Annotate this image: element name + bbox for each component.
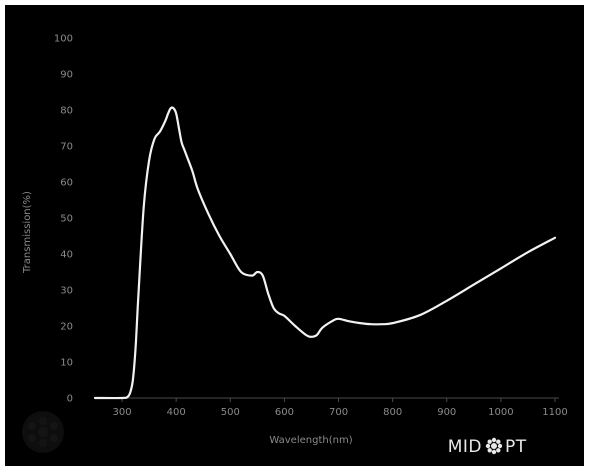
y-tick-label: 40 xyxy=(60,250,73,261)
y-tick-label: 50 xyxy=(60,214,73,225)
x-tick-label: 800 xyxy=(383,407,402,418)
logo-flower-icon xyxy=(485,437,503,455)
logo-text-right: PT xyxy=(505,437,527,457)
y-tick-label: 100 xyxy=(54,34,73,45)
x-tick-label: 1000 xyxy=(488,407,513,418)
watermark-icon xyxy=(22,411,64,453)
x-tick-label: 400 xyxy=(167,407,186,418)
x-tick-label: 600 xyxy=(275,407,294,418)
transmission-curve xyxy=(93,106,557,400)
y-tick-label: 60 xyxy=(60,178,73,189)
chart-svg: Transmission(%) 0 10 20 30 40 50 60 70 80 90 100 3… xyxy=(22,34,568,457)
y-tick-label: 30 xyxy=(60,286,73,297)
y-tick-label: 70 xyxy=(60,142,73,153)
x-axis-title: Wavelength(nm) xyxy=(269,435,352,446)
y-axis-title-group: Transmission(%) xyxy=(22,191,33,274)
x-axis-ticks: 300 400 500 600 700 800 900 1000 1100 xyxy=(113,398,568,418)
chart-frame: Transmission(%) 0 10 20 30 40 50 60 70 80 90 100 3… xyxy=(5,5,584,466)
y-axis-title: Transmission(%) xyxy=(22,191,33,274)
x-tick-label: 700 xyxy=(329,407,348,418)
y-tick-label: 10 xyxy=(60,358,73,369)
x-tick-label: 1100 xyxy=(542,407,567,418)
y-tick-label: 20 xyxy=(60,322,73,333)
y-tick-label: 90 xyxy=(60,70,73,81)
x-tick-label: 500 xyxy=(221,407,240,418)
y-axis-ticks: 0 10 20 30 40 50 60 70 80 90 100 xyxy=(54,34,73,405)
logo-text-left: MID xyxy=(448,437,482,457)
y-tick-label: 0 xyxy=(67,394,73,405)
midopt-logo: MID PT xyxy=(448,437,527,457)
y-tick-label: 80 xyxy=(60,106,73,117)
x-tick-label: 300 xyxy=(113,407,132,418)
x-tick-label: 900 xyxy=(437,407,456,418)
